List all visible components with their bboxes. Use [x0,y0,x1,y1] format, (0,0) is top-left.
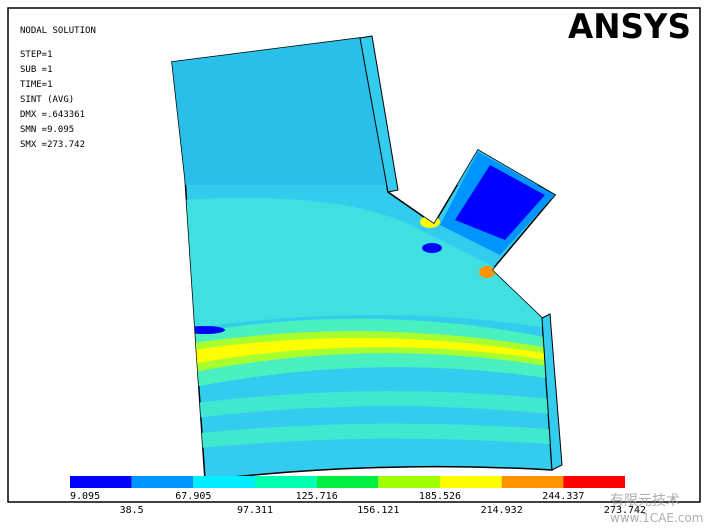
legend-label: 273.742 [604,505,646,516]
legend-label: 214.932 [481,505,523,516]
legend-label: 97.311 [237,505,273,516]
legend-label: 9.095 [70,491,100,502]
legend-swatch [193,476,255,488]
legend-label: 185.526 [419,491,461,502]
watermark-url: www.1CAE.com [610,511,703,525]
info-title: NODAL SOLUTION [20,26,96,36]
legend-label: 156.121 [357,505,399,516]
info-line: SINT (AVG) [20,95,74,105]
legend-swatch [316,476,379,488]
info-line: DMX =.643361 [20,110,85,120]
watermark: 有限元技术 [610,493,680,509]
legend-swatch [563,476,625,488]
legend-label: 244.337 [542,491,584,502]
legend-label: 67.905 [175,491,211,502]
legend-swatch [131,476,194,488]
legend-swatch [501,476,564,488]
legend-label: 125.716 [296,491,338,502]
info-line: STEP=1 [20,50,53,60]
legend: 9.095 38.5 67.905 97.311 125.716 156.121 185.5… [70,476,646,516]
frame [7,7,701,503]
info-lines: STEP=1 SUB =1 TIME=1 SINT (AVG) DMX =.643361… [20,50,85,150]
info-line: TIME=1 [20,80,53,90]
legend-swatch [70,476,132,488]
info-line: SMN =9.095 [20,125,74,135]
legend-swatch [378,476,440,488]
logo: ANSYS [568,7,691,47]
info-line: SUB =1 [20,65,53,75]
legend-swatch [255,476,317,488]
info-line: SMX =273.742 [20,140,85,150]
model [171,35,563,481]
legend-label: 38.5 [120,505,144,516]
legend-swatch [440,476,502,488]
